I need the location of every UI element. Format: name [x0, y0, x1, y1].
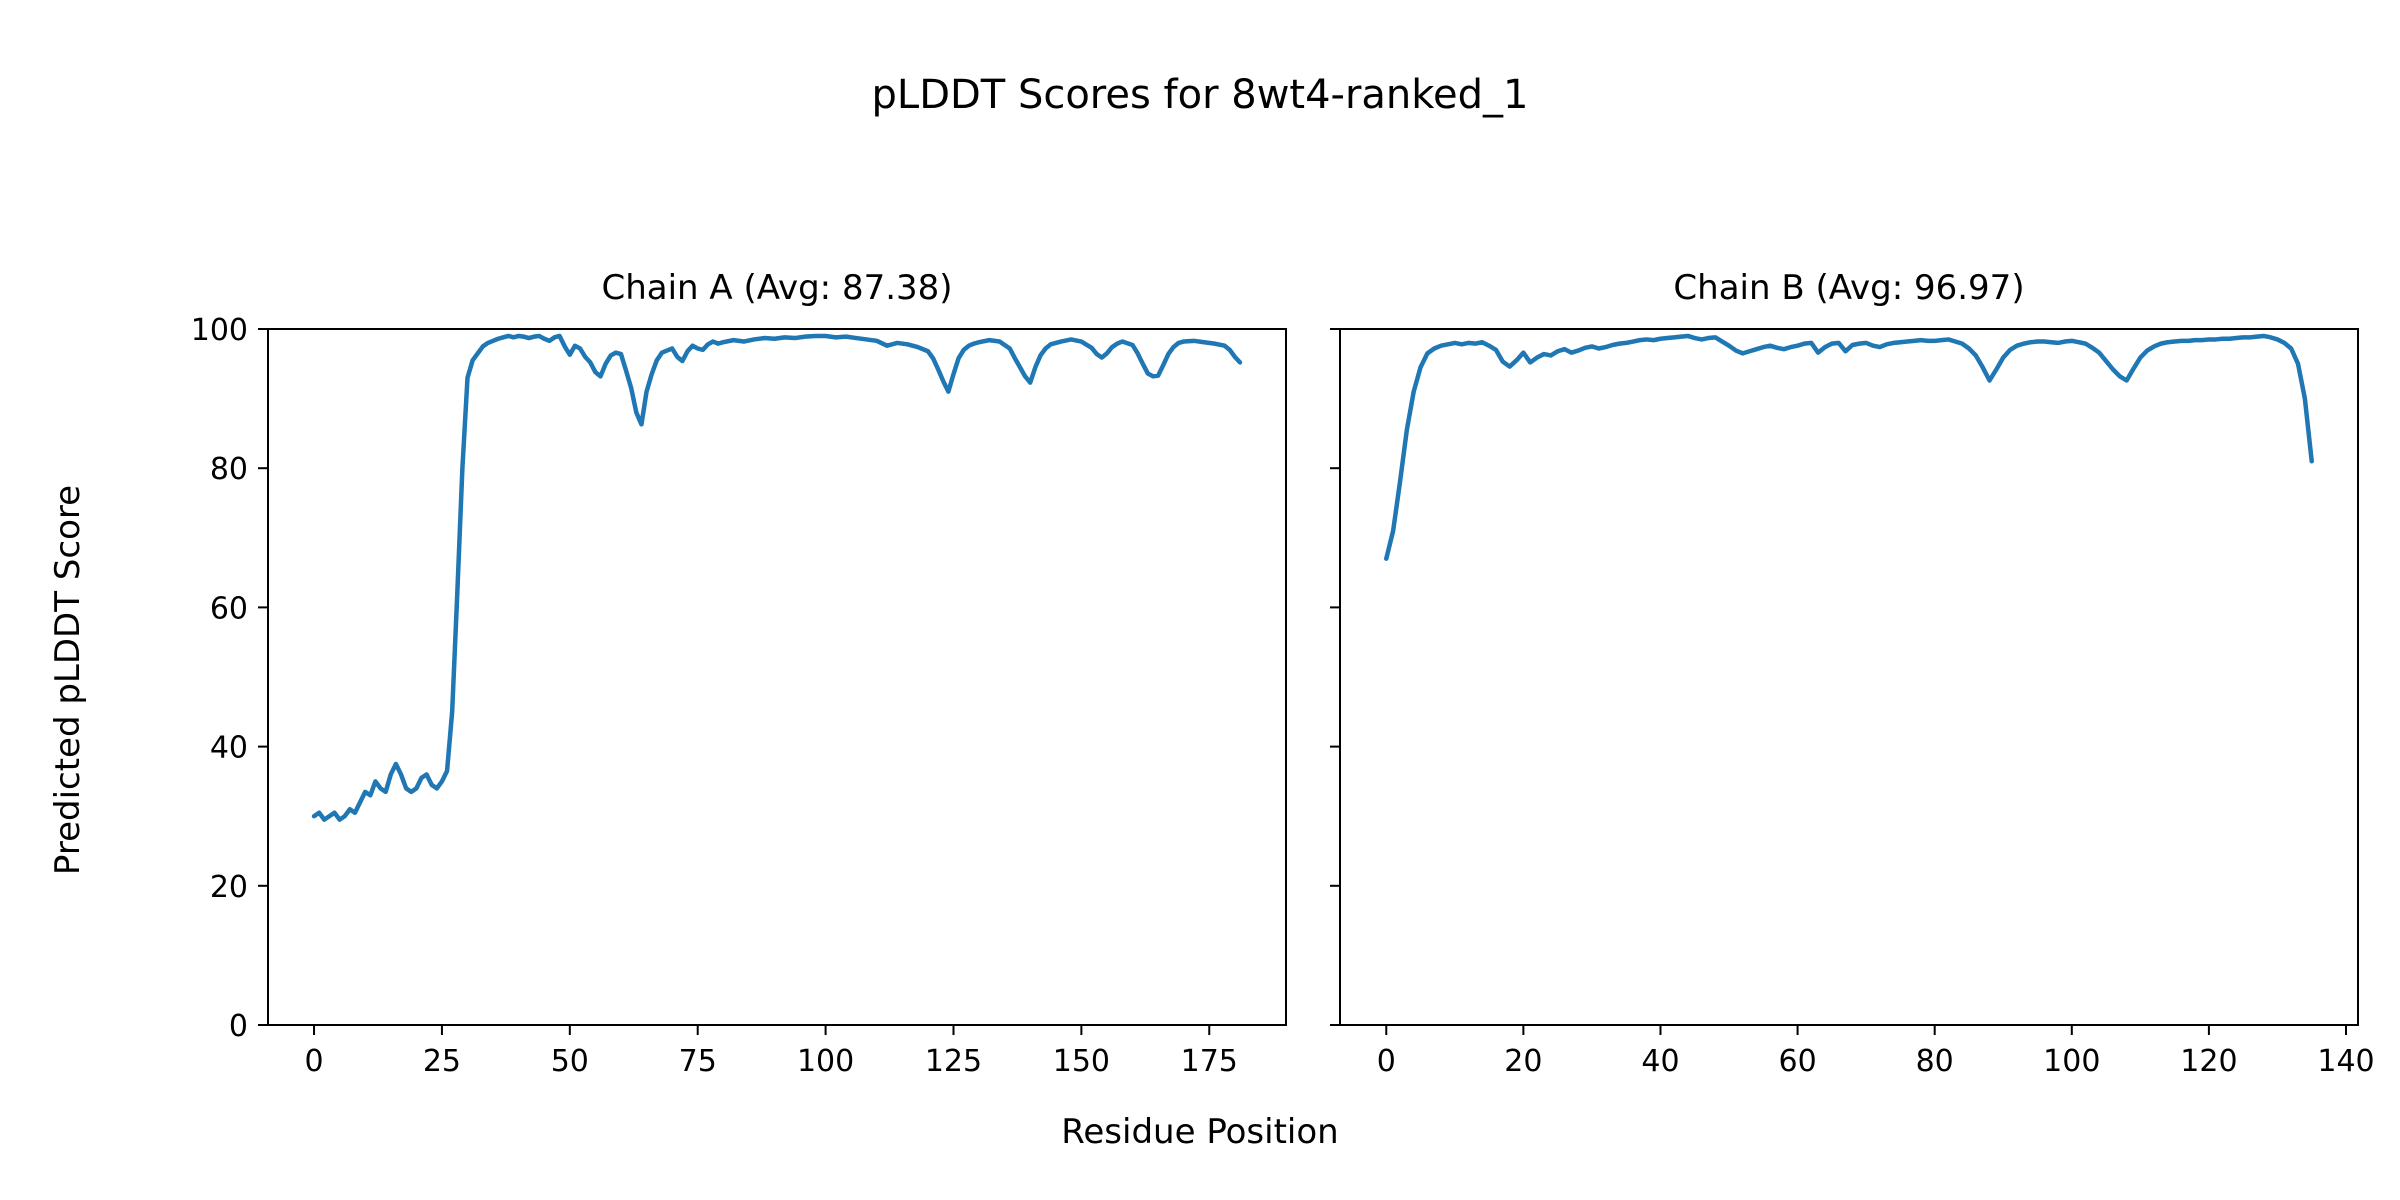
subplot-title-chain-a: Chain A (Avg: 87.38)	[601, 268, 953, 308]
y-tick-label: 80	[210, 452, 248, 487]
x-axis-label: Residue Position	[1061, 1112, 1339, 1152]
y-axis-label: Predicted pLDDT Score	[48, 484, 88, 876]
x-tick-label: 0	[304, 1044, 323, 1079]
chain-a-plot: 0 25 50 75 100 125 150 175 0 20 40 60 80 100	[191, 313, 1287, 1079]
x-tick-label: 100	[2043, 1044, 2100, 1079]
chain-b-plot: 0 20 40 60 80 100 120 140	[1330, 328, 2375, 1079]
y-tick-label: 0	[229, 1009, 248, 1044]
x-tick-label: 100	[797, 1044, 854, 1079]
figure-title: pLDDT Scores for 8wt4-ranked_1	[871, 72, 1529, 118]
x-tick-label: 140	[2317, 1044, 2374, 1079]
x-tick-label: 125	[925, 1044, 982, 1079]
x-tick-label: 80	[1916, 1044, 1954, 1079]
x-tick-label: 150	[1053, 1044, 1110, 1079]
plddt-line	[1384, 333, 2314, 561]
axes-spines	[1339, 328, 2359, 1026]
y-tick-label: 20	[210, 870, 248, 905]
y-tick-label: 40	[210, 731, 248, 766]
x-tick-label: 40	[1641, 1044, 1679, 1079]
x-tick-label: 25	[423, 1044, 461, 1079]
subplot-title-chain-b: Chain B (Avg: 96.97)	[1673, 268, 2025, 308]
x-tick-label: 20	[1504, 1044, 1542, 1079]
y-tick-label: 100	[191, 313, 248, 348]
y-tick-label: 60	[210, 591, 248, 626]
axes-spines	[267, 328, 1287, 1026]
x-tick-label: 50	[551, 1044, 589, 1079]
x-tick-label: 0	[1377, 1044, 1396, 1079]
plddt-line	[311, 333, 1243, 822]
x-tick-label: 175	[1181, 1044, 1238, 1079]
x-tick-label: 120	[2180, 1044, 2237, 1079]
x-tick-label: 75	[679, 1044, 717, 1079]
x-tick-label: 60	[1778, 1044, 1816, 1079]
